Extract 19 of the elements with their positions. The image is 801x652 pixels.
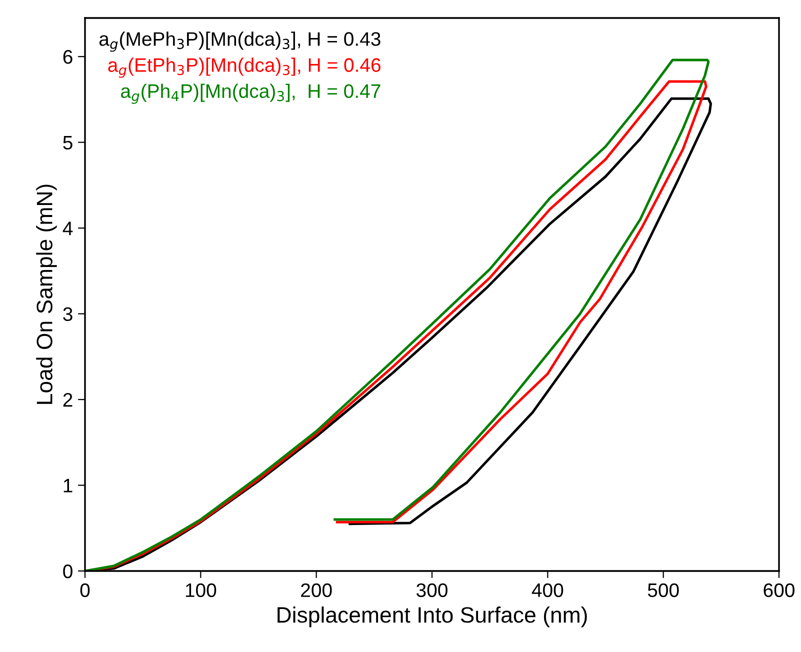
y-axis-title: Load On Sample (mN)	[36, 184, 57, 404]
y-tick-label: 6	[63, 50, 72, 64]
y-tick-label: 4	[62, 222, 73, 236]
y-tick-label: 5	[63, 136, 72, 150]
text: a$_{g}$(MePh$_{3}$P)[Mn(dca)$_{3}$], H = 0.43	[99, 32, 380, 52]
text: a$_{g}$(EtPh$_{3}$P)[Mn(dca)$_{3}$], H = 0.46	[108, 58, 380, 78]
x-tick-label: 500	[648, 583, 679, 598]
y-tick-label: 2	[63, 392, 72, 407]
y-tick-label: 3	[63, 307, 72, 322]
x-tick-label: 400	[532, 583, 564, 598]
text: a$_{g}$(Ph$_{4}$P)[Mn(dca)$_{3}$], H = 0.47	[121, 84, 380, 104]
x-tick-label: 300	[416, 583, 448, 598]
x-tick-label: 100	[186, 583, 216, 598]
y-tick-label: 0	[63, 564, 72, 578]
x-tick-label: 600	[764, 583, 794, 598]
x-tick-label: 0	[80, 583, 90, 598]
x-tick-label: 200	[301, 583, 332, 598]
x-axis-title: Displacement Into Surface (nm)	[278, 606, 587, 628]
y-tick-label: 1	[64, 478, 72, 492]
